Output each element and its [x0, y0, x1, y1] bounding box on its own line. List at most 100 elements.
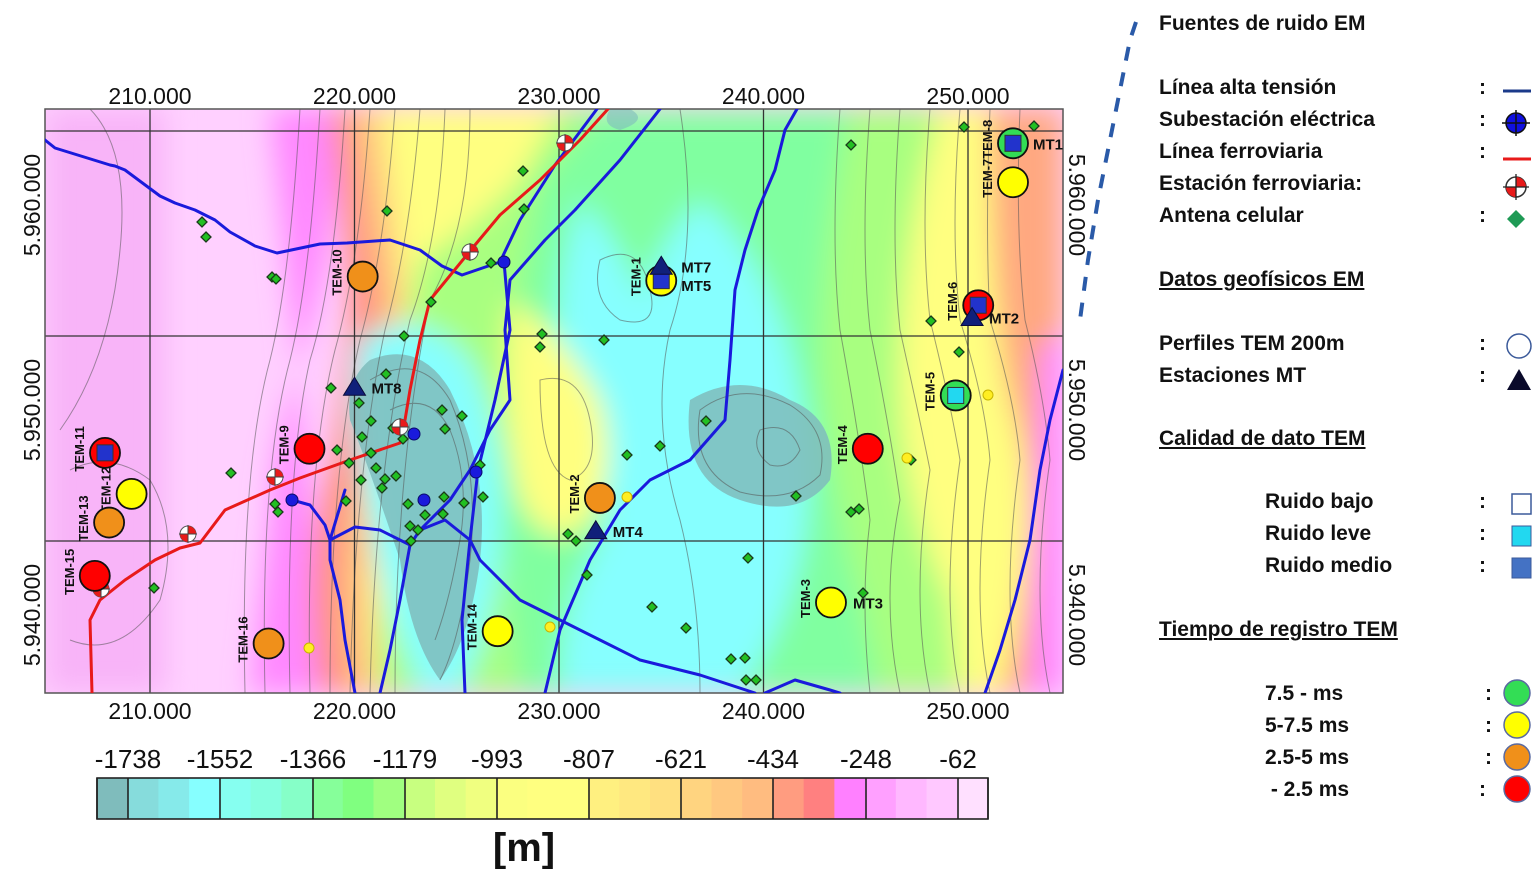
tem-station[interactable]: TEM-8	[980, 120, 1029, 160]
tem-station[interactable]: TEM-9	[277, 425, 326, 465]
red-circle-icon	[1503, 775, 1531, 803]
legend-item-power-line: Línea alta tensión	[1159, 76, 1336, 100]
x-tick-label-top: 220.000	[313, 83, 396, 109]
quality-square	[1004, 134, 1022, 152]
tem-station-circle[interactable]	[252, 627, 285, 660]
tem-station-label: TEM-9	[277, 425, 292, 464]
tem-station-circle[interactable]	[78, 559, 111, 592]
tem-station[interactable]: TEM-16	[236, 616, 285, 663]
mt-station[interactable]: MT7	[649, 255, 711, 276]
antenna-marker	[437, 508, 449, 520]
colorbar-tick-label: -621	[655, 744, 707, 774]
mt-station[interactable]: MT5	[681, 278, 711, 295]
mt-station-label: MT4	[613, 524, 644, 541]
antenna-marker	[356, 431, 368, 443]
legend-label: Ruido bajo	[1265, 490, 1374, 513]
colorbar-swatch	[250, 778, 282, 819]
tem-station[interactable]: TEM-2	[567, 474, 616, 514]
tem-station-circle[interactable]	[851, 432, 884, 465]
mt-station[interactable]: MT2	[960, 306, 1019, 328]
tem-station[interactable]: TEM-12	[99, 467, 148, 513]
red-line-icon	[1503, 157, 1531, 161]
legend-colon: :	[1485, 746, 1492, 769]
tem-station-circle[interactable]	[346, 260, 379, 293]
antenna-marker	[857, 587, 869, 599]
antenna-marker	[750, 674, 762, 686]
antenna-marker	[365, 415, 377, 427]
mt-station-label: MT7	[681, 259, 711, 276]
small-marker	[901, 452, 913, 464]
x-tick-label-bottom: 230.000	[517, 698, 600, 724]
tem-station-circle[interactable]	[584, 482, 616, 514]
tem-station-circle[interactable]	[997, 166, 1029, 199]
antenna-marker	[425, 296, 437, 308]
tem-station[interactable]: TEM-7	[980, 159, 1029, 199]
antenna-marker	[570, 535, 582, 547]
tem-station[interactable]: TEM-11	[72, 426, 121, 472]
green-circle-icon	[1503, 679, 1531, 707]
tem-station[interactable]: TEM-14	[465, 603, 514, 650]
mt-triangle[interactable]	[342, 376, 367, 396]
antenna-marker	[790, 490, 802, 502]
legend-item-mt-stations: Estaciones MT	[1159, 364, 1306, 388]
tem-station[interactable]: TEM-10	[330, 249, 379, 296]
antenna-marker	[739, 652, 751, 664]
mt-station-label: MT1	[1033, 136, 1063, 153]
antenna-marker	[365, 447, 377, 459]
tem-station[interactable]: TEM-13	[76, 495, 125, 542]
antenna-marker	[517, 165, 529, 177]
colorbar-swatch	[865, 778, 897, 819]
mt-station-label: MT2	[989, 311, 1019, 328]
tem-station-label: TEM-16	[236, 616, 251, 662]
antenna-marker	[325, 382, 337, 394]
colorbar-tick-label: -248	[840, 744, 892, 774]
antenna-marker	[402, 498, 414, 510]
mt-station[interactable]: MT4	[583, 519, 644, 541]
blue-line-icon	[1503, 89, 1531, 93]
colorbar-swatch	[189, 778, 221, 819]
mt-station[interactable]: MT8	[342, 376, 402, 397]
tem-station-circle[interactable]	[93, 506, 125, 539]
antenna-marker	[404, 520, 416, 532]
rail-station-marker	[556, 134, 574, 152]
antenna-marker	[680, 622, 692, 634]
colorbar-swatch	[434, 778, 467, 819]
colorbar-swatch	[404, 778, 436, 819]
substation-marker	[469, 465, 483, 479]
tem-station[interactable]: TEM-15	[62, 549, 111, 595]
legend-label: 7.5 - ms	[1265, 682, 1344, 705]
colorbar-swatch	[97, 778, 129, 819]
tem-station[interactable]: TEM-3	[798, 579, 847, 619]
colorbar-unit: [m]	[493, 826, 555, 869]
legend: Fuentes de ruido EM Línea alta tensión :…	[1159, 0, 1534, 869]
antenna-marker	[272, 506, 284, 518]
antenna-marker	[534, 341, 546, 353]
mt-triangle[interactable]	[960, 306, 984, 327]
legend-label: Línea ferroviaria	[1159, 140, 1323, 163]
antenna-marker	[376, 482, 388, 494]
antenna-marker	[225, 467, 237, 479]
tem-station-label: TEM-3	[798, 579, 813, 618]
legend-title-noise-sources: Fuentes de ruido EM	[1159, 12, 1366, 35]
y-tick-label-left: 5.960.000	[19, 154, 45, 256]
legend-label: Estaciones MT	[1159, 364, 1307, 387]
legend-label: Antena celular	[1159, 204, 1304, 227]
power-line	[763, 678, 842, 693]
colorbar-swatch	[680, 778, 712, 819]
depth-map: TEM-1 TEM-2 TEM-3 TEM-4 TEM-5 TEM-6 TEM-7TEM-8…	[19, 21, 1138, 869]
tem-station-circle[interactable]	[115, 477, 148, 510]
y-tick-label-right: 5.960.000	[1064, 154, 1090, 256]
mt-triangle[interactable]	[649, 255, 674, 275]
tem-station-circle[interactable]	[293, 432, 326, 465]
antenna-marker	[439, 423, 451, 435]
tem-station-circle[interactable]	[481, 615, 514, 648]
tem-station[interactable]: TEM-4	[835, 424, 884, 465]
antenna-marker	[581, 569, 593, 581]
mt-station[interactable]: MT1	[1033, 136, 1063, 153]
power-line	[328, 525, 412, 547]
mt-triangle[interactable]	[583, 519, 608, 540]
tem-station-circle[interactable]	[815, 586, 847, 619]
antenna-marker	[343, 457, 355, 469]
mt-station[interactable]: MT3	[853, 596, 883, 613]
tem-station[interactable]: TEM-5	[923, 372, 972, 412]
